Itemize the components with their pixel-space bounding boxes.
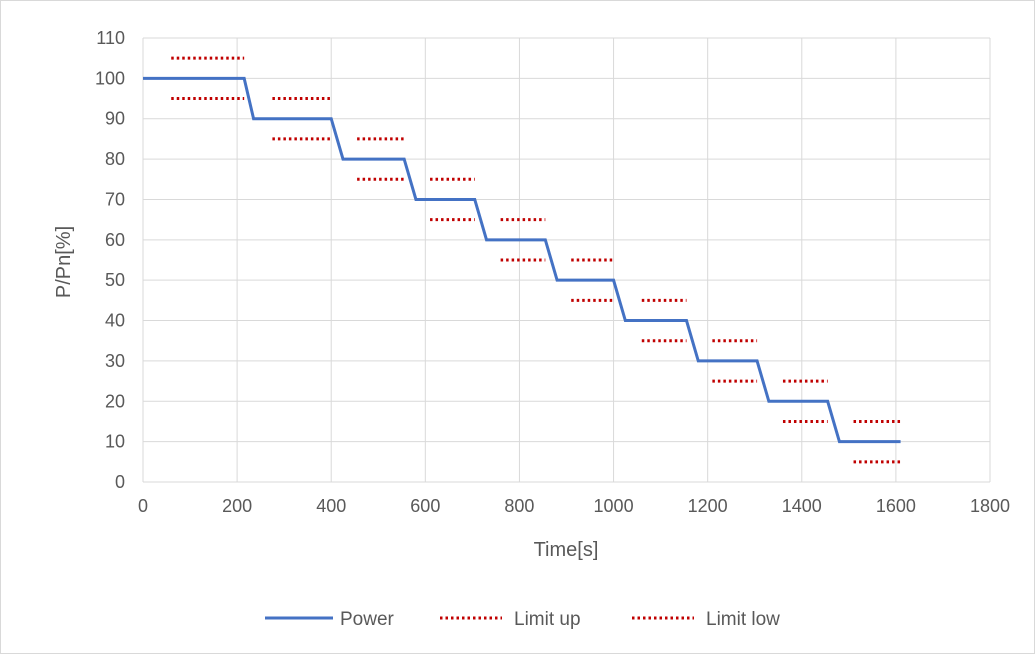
x-tick-label: 200 [222,496,252,516]
x-axis-title: Time[s] [534,539,599,561]
power-series-line [143,76,901,444]
x-tick-label: 0 [138,496,148,516]
x-tick-label: 1000 [594,496,634,516]
gridlines [142,37,991,483]
y-tick-label: 50 [105,270,125,290]
limit-up-series [171,56,901,423]
x-tick-label: 1600 [876,496,916,516]
y-tick-label: 80 [105,149,125,169]
y-tick-label: 30 [105,351,125,371]
limit-low-series [171,97,901,464]
y-tick-label: 20 [105,391,125,411]
y-tick-label: 100 [95,68,125,88]
y-tick-label: 40 [105,311,125,331]
x-tick-labels: 0 200 400 600 800 1000 1200 1400 1600 1800 [138,496,1010,516]
legend-label-limit-low: Limit low [706,609,780,630]
x-tick-label: 600 [410,496,440,516]
x-tick-label: 1200 [688,496,728,516]
x-tick-label: 1400 [782,496,822,516]
x-tick-label: 400 [316,496,346,516]
x-tick-label: 800 [504,496,534,516]
legend-label-power: Power [340,609,395,630]
y-tick-label: 90 [105,109,125,129]
y-axis-title: P/Pn[%] [53,226,75,298]
y-tick-label: 70 [105,189,125,209]
y-tick-labels: 0 10 20 30 40 50 60 70 80 90 100 110 [95,28,125,492]
legend-label-limit-up: Limit up [514,609,581,630]
y-tick-label: 110 [96,28,125,48]
y-tick-label: 10 [105,432,125,452]
x-tick-label: 1800 [970,496,1010,516]
y-tick-label: 0 [115,472,125,492]
y-tick-label: 60 [105,230,125,250]
legend: Power Limit up Limit low [265,609,780,630]
